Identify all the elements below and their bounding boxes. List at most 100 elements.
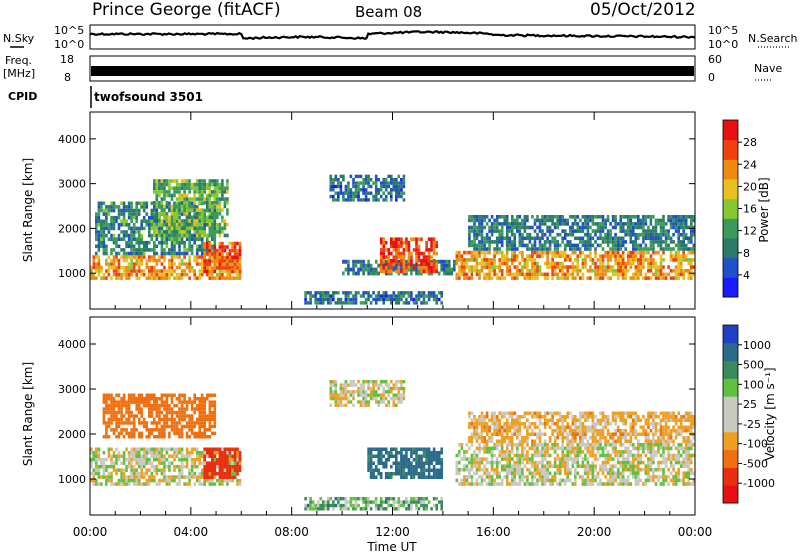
echo-cell — [140, 421, 143, 425]
echo-cell — [153, 478, 156, 483]
echo-cell — [516, 229, 519, 233]
echo-cell — [195, 421, 199, 425]
echo-cell — [639, 222, 643, 226]
echo-cell — [160, 255, 164, 259]
echo-cell — [344, 497, 348, 501]
echo-cell — [637, 236, 640, 241]
echo-cell — [395, 403, 398, 407]
echo-cell — [352, 267, 355, 272]
echo-cell — [115, 205, 118, 209]
echo-cell — [518, 225, 522, 230]
echo-cell — [110, 208, 113, 213]
echo-cell — [168, 219, 171, 223]
echo-cell — [485, 443, 489, 447]
echo-cell — [211, 244, 214, 249]
echo-cell — [473, 218, 476, 223]
echo-cell — [347, 507, 350, 511]
echo-cell — [163, 255, 166, 259]
echo-cell — [609, 258, 612, 262]
colorbar-tick-label: 24 — [743, 158, 757, 171]
echo-cell — [233, 269, 237, 274]
echo-cell — [405, 291, 408, 295]
echo-cell — [442, 263, 446, 268]
echo-cell — [195, 475, 199, 479]
echo-cell — [211, 478, 214, 483]
echo-cell — [221, 182, 224, 187]
echo-cell — [382, 198, 385, 202]
echo-cell — [379, 269, 383, 274]
echo-cell — [218, 458, 222, 462]
echo-cell — [521, 250, 524, 255]
echo-cell — [206, 272, 209, 277]
echo-cell — [208, 272, 212, 277]
echo-cell — [153, 475, 156, 479]
echo-cell — [576, 243, 580, 248]
echo-cell — [233, 276, 237, 280]
echo-cell — [387, 400, 391, 404]
echo-cell — [183, 272, 186, 277]
echo-cell — [657, 276, 660, 280]
echo-cell — [221, 215, 224, 220]
echo-cell — [150, 464, 154, 469]
echo-cell — [168, 233, 171, 238]
echo-cell — [364, 380, 368, 384]
echo-cell — [647, 229, 650, 233]
echo-cell — [536, 250, 539, 255]
colorbar-tick-label: 16 — [743, 203, 757, 216]
echo-cell — [505, 247, 509, 251]
echo-cell — [102, 230, 106, 234]
echo-cell — [480, 229, 484, 233]
echo-cell — [511, 450, 514, 454]
echo-cell — [198, 478, 201, 483]
echo-cell — [193, 204, 196, 209]
echo-cell — [132, 428, 136, 432]
echo-cell — [150, 237, 154, 241]
echo-cell — [137, 431, 141, 436]
echo-cell — [107, 393, 111, 397]
echo-cell — [130, 461, 133, 465]
echo-cell — [200, 269, 204, 273]
echo-cell — [432, 503, 436, 508]
echo-cell — [402, 472, 406, 476]
echo-cell — [95, 457, 98, 462]
echo-cell — [619, 225, 622, 230]
echo-cell — [390, 472, 393, 476]
echo-cell — [531, 272, 534, 277]
echo-cell — [679, 218, 683, 223]
echo-cell — [173, 464, 176, 469]
echo-cell — [505, 457, 509, 461]
echo-cell — [395, 396, 398, 401]
echo-cell — [533, 247, 537, 251]
echo-cell — [470, 225, 474, 230]
echo-cell — [168, 447, 171, 451]
echo-cell — [415, 503, 418, 508]
echo-cell — [427, 454, 431, 458]
echo-cell — [523, 265, 527, 269]
echo-cell — [130, 435, 133, 439]
echo-cell — [498, 482, 501, 486]
echo-cell — [135, 255, 138, 259]
echo-cell — [390, 396, 393, 401]
echo-cell — [485, 222, 489, 226]
echo-cell — [455, 453, 459, 458]
echo-cell — [493, 467, 496, 472]
echo-cell — [127, 421, 131, 425]
echo-cell — [190, 197, 194, 201]
echo-cell — [226, 458, 229, 462]
echo-cell — [392, 267, 396, 272]
echo-cell — [417, 461, 421, 465]
echo-cell — [105, 219, 108, 224]
echo-cell — [513, 276, 517, 280]
echo-cell — [130, 421, 133, 425]
echo-cell — [574, 269, 577, 273]
echo-cell — [332, 390, 335, 394]
echo-cell — [122, 230, 126, 234]
echo-cell — [589, 243, 592, 248]
echo-cell — [165, 215, 169, 220]
echo-cell — [115, 421, 118, 425]
echo-cell — [563, 258, 567, 262]
echo-cell — [178, 464, 181, 469]
echo-cell — [667, 218, 670, 223]
echo-cell — [581, 236, 585, 241]
echo-cell — [453, 263, 456, 268]
